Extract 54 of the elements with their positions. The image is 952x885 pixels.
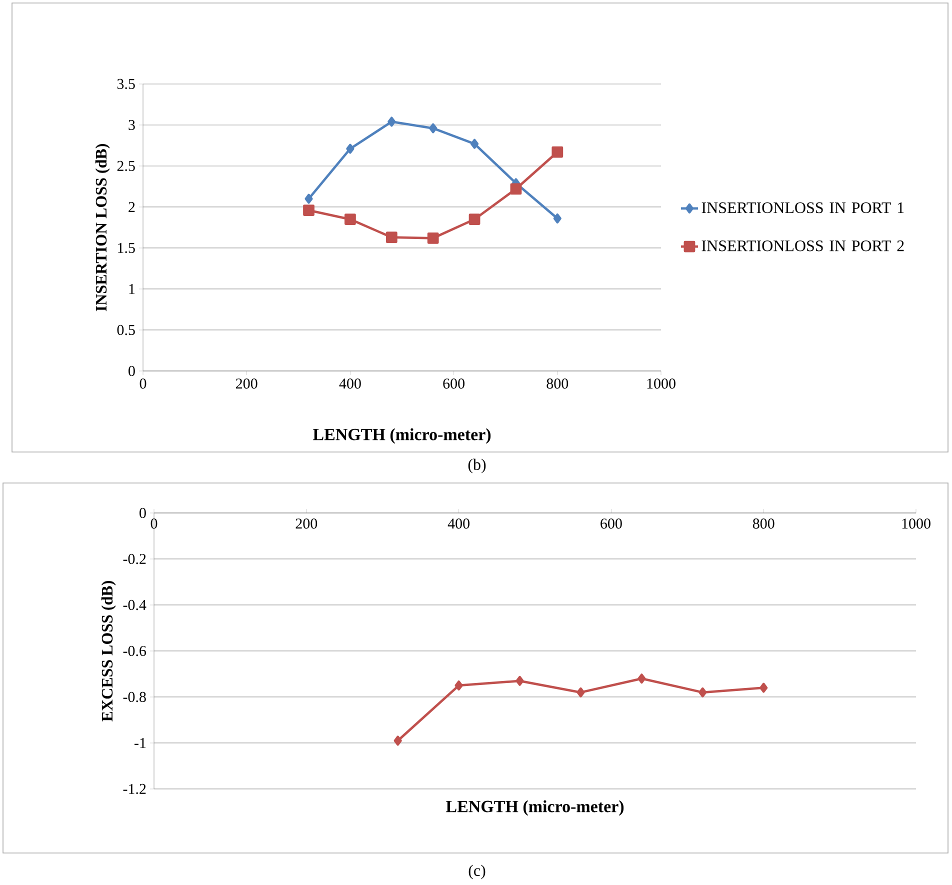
y-tick-label: -0.2 <box>123 554 146 564</box>
point <box>344 214 356 225</box>
point <box>346 144 354 154</box>
legend-label: INSERTIONLOSS IN PORT 1 <box>702 202 904 214</box>
x-tick-label: 1000 <box>902 518 930 529</box>
y-axis-title: INSERTION LOSS (dB) <box>95 144 110 312</box>
x-axis-title: LENGTH (micro-meter) <box>446 800 624 816</box>
x-tick-label: 400 <box>448 518 470 529</box>
y-tick-label: 0.5 <box>117 324 135 336</box>
point <box>394 736 402 746</box>
point <box>454 680 463 690</box>
y-tick-label: -0.6 <box>123 646 146 656</box>
point <box>698 687 707 698</box>
y-tick-label: 3.5 <box>117 78 135 90</box>
y-tick-label: -1.2 <box>123 784 146 794</box>
point <box>553 213 562 224</box>
x-axis-title: LENGTH (micro-meter) <box>313 428 491 444</box>
point <box>516 676 524 686</box>
y-axis-title: EXCESS LOSS (dB) <box>101 581 116 722</box>
point <box>304 194 313 204</box>
point <box>303 204 314 216</box>
x-tick-label: 800 <box>546 378 568 389</box>
point <box>427 232 439 244</box>
point <box>638 674 646 684</box>
x-tick-label: 200 <box>236 378 258 389</box>
y-tick-label: 0 <box>140 508 146 518</box>
x-tick-label: 800 <box>752 518 774 529</box>
x-tick-label: 400 <box>339 378 361 389</box>
x-tick-label: 1000 <box>647 378 676 389</box>
x-tick-label: 200 <box>296 518 318 529</box>
x-tick-label: 600 <box>600 518 622 529</box>
text: (c) <box>468 864 486 880</box>
y-tick-label: 2.5 <box>117 160 135 172</box>
x-tick-label: 0 <box>150 518 158 529</box>
y-tick-label: -1 <box>134 738 146 748</box>
point <box>386 232 398 244</box>
x-tick-label: 600 <box>443 378 464 389</box>
y-tick-label: 2 <box>128 202 135 212</box>
y-tick-label: 1 <box>129 284 135 294</box>
point <box>468 214 480 225</box>
text: (b) <box>468 458 486 474</box>
point <box>510 183 522 195</box>
y-tick-label: 0 <box>128 366 135 376</box>
point <box>576 687 585 698</box>
point <box>388 116 396 127</box>
point <box>760 682 768 693</box>
y-tick-label: 1.5 <box>118 242 135 254</box>
point <box>552 146 564 158</box>
y-tick-label: -0.8 <box>123 692 146 702</box>
point <box>470 138 479 149</box>
y-tick-label: 3 <box>128 120 135 130</box>
legend-label: INSERTIONLOSS IN PORT 2 <box>702 240 904 252</box>
y-tick-label: -0.4 <box>123 600 146 610</box>
point <box>429 123 438 134</box>
